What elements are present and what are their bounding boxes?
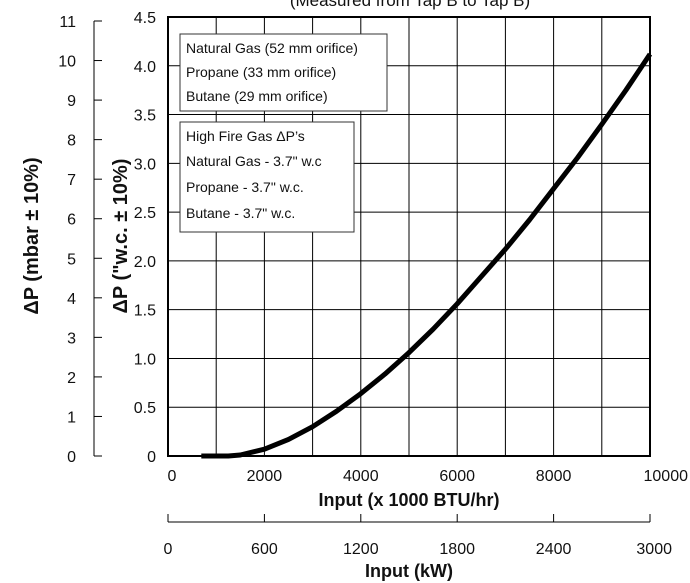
y2-tick-label: 8 bbox=[67, 133, 76, 150]
x2-tick-label: 600 bbox=[251, 541, 278, 558]
secondary-y-axis: 0 1 2 3 4 5 6 7 8 9 10 11 bbox=[58, 14, 102, 466]
y-tick-label: 2.5 bbox=[134, 205, 156, 222]
y2-tick-label: 5 bbox=[67, 251, 76, 268]
y2-tick-label: 3 bbox=[67, 330, 76, 347]
series-line bbox=[201, 52, 653, 459]
x-tick-label: 0 bbox=[168, 468, 177, 485]
y2-axis-title: ΔP (mbar ± 10%) bbox=[21, 157, 43, 314]
y-tick-label: 0.5 bbox=[134, 400, 156, 417]
legend-high-fire-item: Natural Gas - 3.7" w.c bbox=[186, 153, 322, 169]
y2-tick-label: 9 bbox=[67, 93, 76, 110]
chart-title: (Measured from Tap B to Tap B) bbox=[290, 0, 530, 10]
y-tick-label: 3.5 bbox=[134, 108, 156, 125]
legend-orifice-frame bbox=[179, 33, 388, 112]
y2-tick-label: 1 bbox=[67, 409, 76, 426]
y-tick-label: 4.0 bbox=[134, 59, 156, 76]
x2-tick-label: 1200 bbox=[343, 541, 379, 558]
series-layer bbox=[201, 52, 653, 459]
y-tick-label: 1.0 bbox=[134, 351, 156, 368]
y-tick-labels: 0 0.5 1.0 1.5 2.0 2.5 3.0 3.5 4.0 4.5 bbox=[134, 10, 156, 466]
x-tick-label: 10000 bbox=[644, 468, 689, 485]
x-tick-label: 6000 bbox=[439, 468, 475, 485]
y2-tick-label: 2 bbox=[67, 370, 76, 387]
legend-orifice-box: Natural Gas (52 mm orifice) Propane (33 … bbox=[179, 33, 388, 112]
legend-high-fire-item: Propane - 3.7" w.c. bbox=[186, 179, 304, 195]
y-tick-label: 2.0 bbox=[134, 254, 156, 271]
x2-tick-label: 3000 bbox=[636, 541, 672, 558]
x-tick-labels: 0 2000 4000 6000 8000 10000 bbox=[168, 468, 689, 485]
x-tick-label: 4000 bbox=[343, 468, 379, 485]
legend-high-fire-item: Butane - 3.7" w.c. bbox=[186, 205, 295, 221]
x-axis-title: Input (x 1000 BTU/hr) bbox=[318, 490, 499, 510]
x2-axis-title: Input (kW) bbox=[365, 561, 453, 581]
x2-tick-label: 0 bbox=[164, 541, 173, 558]
y2-tick-label: 0 bbox=[67, 449, 76, 466]
x2-tick-label: 2400 bbox=[536, 541, 572, 558]
y2-tick-label: 7 bbox=[67, 172, 76, 189]
plot-frame bbox=[167, 16, 651, 457]
legend-high-fire-box: High Fire Gas ΔP’s Natural Gas - 3.7" w.… bbox=[179, 121, 355, 233]
secondary-x-axis: 0 600 1200 1800 2400 3000 bbox=[164, 514, 672, 558]
x2-tick-label: 1800 bbox=[439, 541, 475, 558]
legend-high-fire-frame bbox=[179, 121, 355, 233]
y2-tick-label: 11 bbox=[59, 14, 76, 31]
x-tick-label: 2000 bbox=[247, 468, 283, 485]
y-tick-label: 1.5 bbox=[134, 303, 156, 320]
grid bbox=[168, 17, 650, 456]
y-tick-label: 0 bbox=[147, 449, 156, 466]
y-tick-label: 3.0 bbox=[134, 156, 156, 173]
legend-orifice-item: Butane (29 mm orifice) bbox=[186, 88, 328, 104]
x-tick-label: 8000 bbox=[536, 468, 572, 485]
y-tick-label: 4.5 bbox=[134, 10, 156, 27]
legend-high-fire-item: High Fire Gas ΔP’s bbox=[186, 128, 305, 144]
legend-orifice-item: Propane (33 mm orifice) bbox=[186, 64, 336, 80]
y2-tick-label: 10 bbox=[58, 54, 76, 71]
y2-tick-label: 4 bbox=[67, 291, 76, 308]
y2-tick-label: 6 bbox=[67, 212, 76, 229]
legend-orifice-item: Natural Gas (52 mm orifice) bbox=[186, 40, 358, 56]
y-axis-title: ΔP ("w.c. ± 10%) bbox=[110, 159, 132, 314]
